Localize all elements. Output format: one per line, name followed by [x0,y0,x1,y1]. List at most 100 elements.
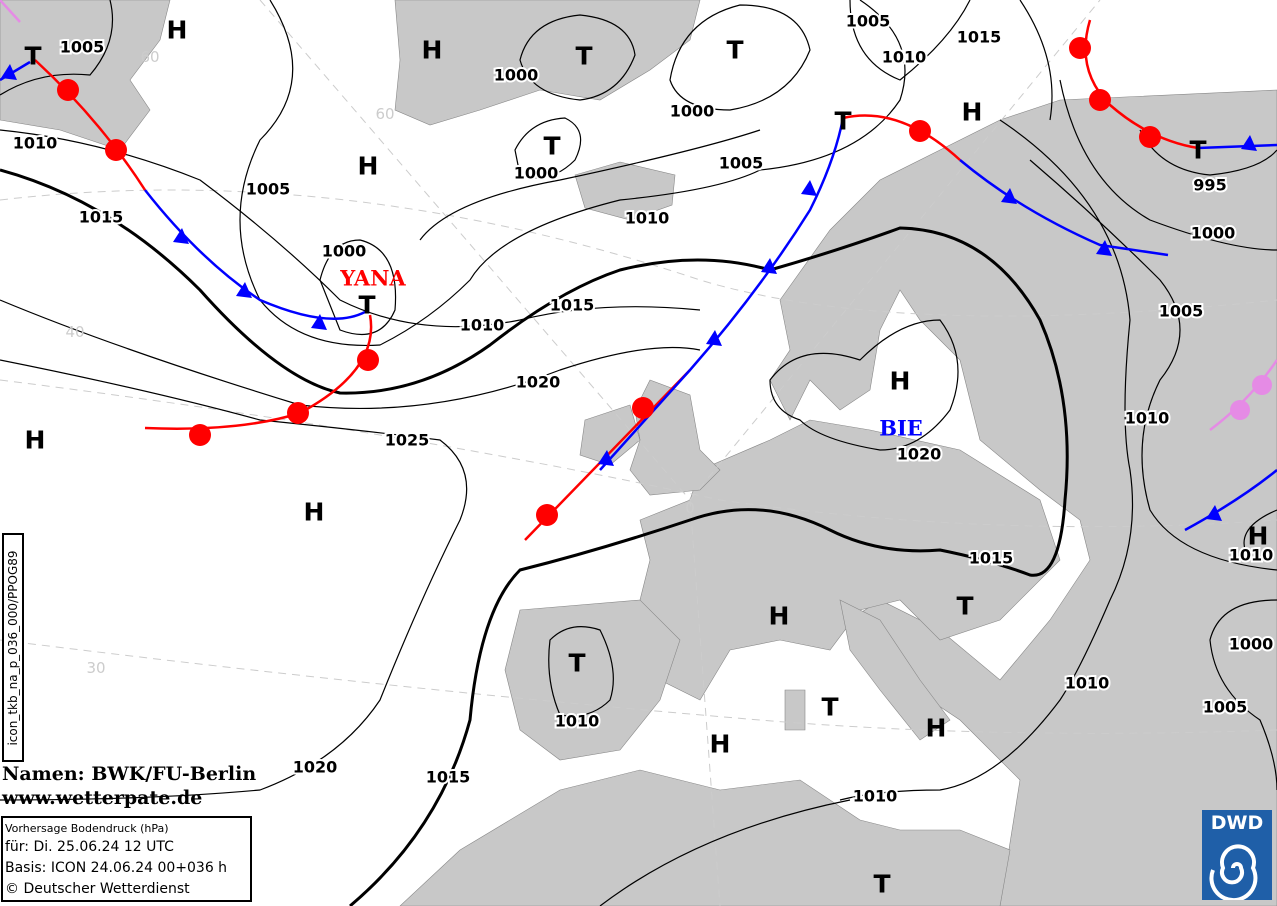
cold-front [1197,143,1277,150]
cold-front [959,159,1169,257]
isobar-label: 1005 [1159,302,1204,321]
isobar-label: 1005 [60,38,105,57]
cold-front [1184,469,1277,532]
isobar-label: 1015 [957,28,1002,47]
low-pressure-marker: T [956,592,973,621]
graticule-label: 30 [86,659,105,677]
high-pressure-marker: H [926,714,947,743]
isobar-label: 1005 [719,154,764,173]
isobar-label: 1015 [426,768,471,787]
occluded-front [0,0,21,23]
isobar-label: 1020 [293,758,338,777]
warm-front-semicircle [105,139,127,161]
cold-front-triangle [1206,505,1222,521]
credit-website[interactable]: www.wetterpate.de [2,787,203,809]
land-iberia [504,599,681,761]
warm-front [34,59,147,191]
front-symbols [1,37,1272,526]
isobar-label: 1010 [853,787,898,806]
isobar-label: 1010 [1229,546,1274,565]
isobar-label: 1000 [514,164,559,183]
credit-names: Namen: BWK/FU-Berlin [2,763,257,785]
graticule-label: 60 [375,105,394,123]
isobar-label: 1020 [516,373,561,392]
isobar-label: 1005 [846,12,891,31]
warm-front-semicircle [357,349,379,371]
low-pressure-marker: T [358,291,375,320]
warm-front [842,114,961,161]
system-name-bie: BIE [879,416,923,441]
warm-front-semicircle [287,402,309,424]
cold-front-triangle [761,258,777,274]
isobar-label: 1000 [1229,635,1274,654]
high-pressure-marker: H [962,98,983,127]
product-id-box: icon_tkb_na_p_036_000/PPOG89 [2,533,24,762]
isobar-label: 1010 [625,209,670,228]
cold-front [144,189,366,320]
isobar-1015 [0,168,1069,906]
high-pressure-marker: H [304,498,325,527]
occluded-front [1209,359,1277,431]
cold-front-triangle [236,282,252,298]
info-valid-time: für: Di. 25.06.24 12 UTC [5,839,174,855]
cold-front-triangle [706,330,722,346]
warm-front-semicircle [1139,126,1161,148]
dwd-swirl-icon [1209,844,1258,900]
isobar-label: 1025 [385,431,430,450]
isobar-label: 1000 [670,102,715,121]
isobar-label: 1015 [79,208,124,227]
high-pressure-marker: H [167,16,188,45]
low-pressure-marker: T [1189,136,1206,165]
cold-front-triangle [173,228,189,244]
high-pressure-marker: H [890,367,911,396]
warm-front [144,314,373,430]
info-box: Vorhersage Bodendruck (hPa) für: Di. 25.… [1,816,252,902]
low-pressure-marker: T [543,132,560,161]
high-pressure-marker: H [422,36,443,65]
high-pressure-marker: H [25,426,46,455]
warm-front-semicircle [1089,89,1111,111]
isobar-label: 1010 [1065,674,1110,693]
info-basis: Basis: ICON 24.06.24 00+036 h [5,860,228,876]
credit: Namen: BWK/FU-Berlin www.wetterpate.de [2,762,256,810]
dwd-logo: DWD [1202,810,1272,900]
occluded-front-symbol [1230,400,1250,420]
warm-front-semicircle [536,504,558,526]
system-name-yana: YANA [339,266,406,291]
isobar-label: 1000 [322,242,367,261]
cold-front-triangle [801,180,817,196]
low-pressure-marker: T [834,107,851,136]
land-sardinia [784,689,806,731]
info-copyright: © Deutscher Wetterdienst [5,881,190,897]
isobar-label: 1010 [460,316,505,335]
cold-front-triangle [1,64,17,80]
high-pressure-marker: H [769,602,790,631]
dwd-logo-text: DWD [1210,812,1264,834]
product-id: icon_tkb_na_p_036_000/PPOG89 [6,549,20,746]
graticule-label: 60 [140,48,159,66]
warm-front-semicircle [632,397,654,419]
info-title: Vorhersage Bodendruck (hPa) [5,822,169,835]
low-pressure-marker: T [24,42,41,71]
cold-front-triangle [1001,188,1017,204]
low-pressure-marker: T [568,649,585,678]
isobar-label: 1010 [882,48,927,67]
warm-front-semicircle [189,424,211,446]
cold-front-triangle [598,450,614,466]
low-pressure-marker: T [821,693,838,722]
graticule-label: 0 [685,499,695,517]
high-pressure-marker: H [710,730,731,759]
cold-front-triangle [1241,135,1257,151]
isobar-label: 1000 [1191,224,1236,243]
cold-front-triangle [311,314,327,330]
warm-front-semicircle [57,79,79,101]
isobar-label: 995 [1193,176,1226,195]
warm-front-semicircle [909,120,931,142]
isobar-label: 1005 [246,180,291,199]
isobar-label: 1005 [1203,698,1248,717]
isobar-label: 1010 [555,712,600,731]
